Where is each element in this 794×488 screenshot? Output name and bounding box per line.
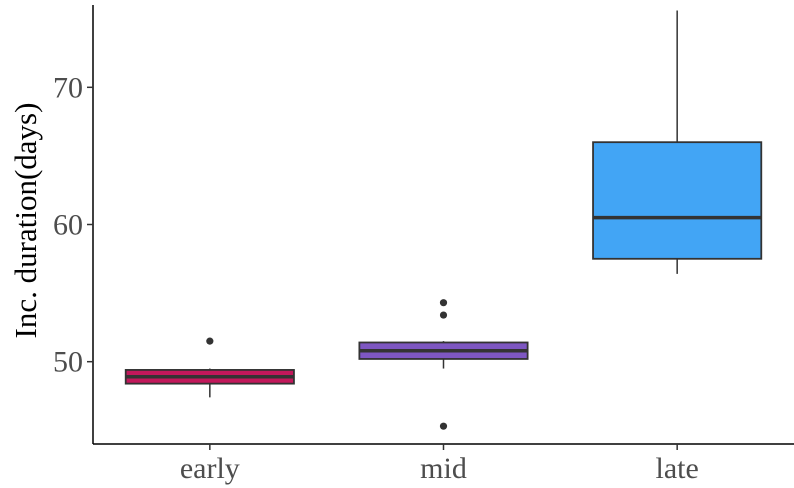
- box-iqr: [592, 141, 763, 260]
- outlier-point: [439, 299, 448, 307]
- box-group-mid: [358, 299, 529, 430]
- plot-marks: [124, 10, 763, 430]
- y-axis-title: Inc. duration(days): [8, 103, 43, 339]
- box-group-late: [592, 10, 763, 274]
- x-tick-label: mid: [420, 452, 467, 485]
- y-tick-label: 60: [53, 209, 83, 242]
- x-tick-label: late: [656, 452, 699, 485]
- x-tick-label: early: [180, 452, 240, 485]
- outlier-point: [206, 337, 214, 345]
- box-group-early: [124, 337, 295, 398]
- outlier-point: [439, 311, 448, 319]
- y-axis-ticks: 50 60 70: [53, 71, 93, 379]
- outlier-point: [439, 422, 448, 430]
- y-tick-label: 50: [53, 346, 83, 379]
- x-axis-ticks: early mid late: [180, 444, 699, 485]
- y-tick-label: 70: [53, 71, 83, 104]
